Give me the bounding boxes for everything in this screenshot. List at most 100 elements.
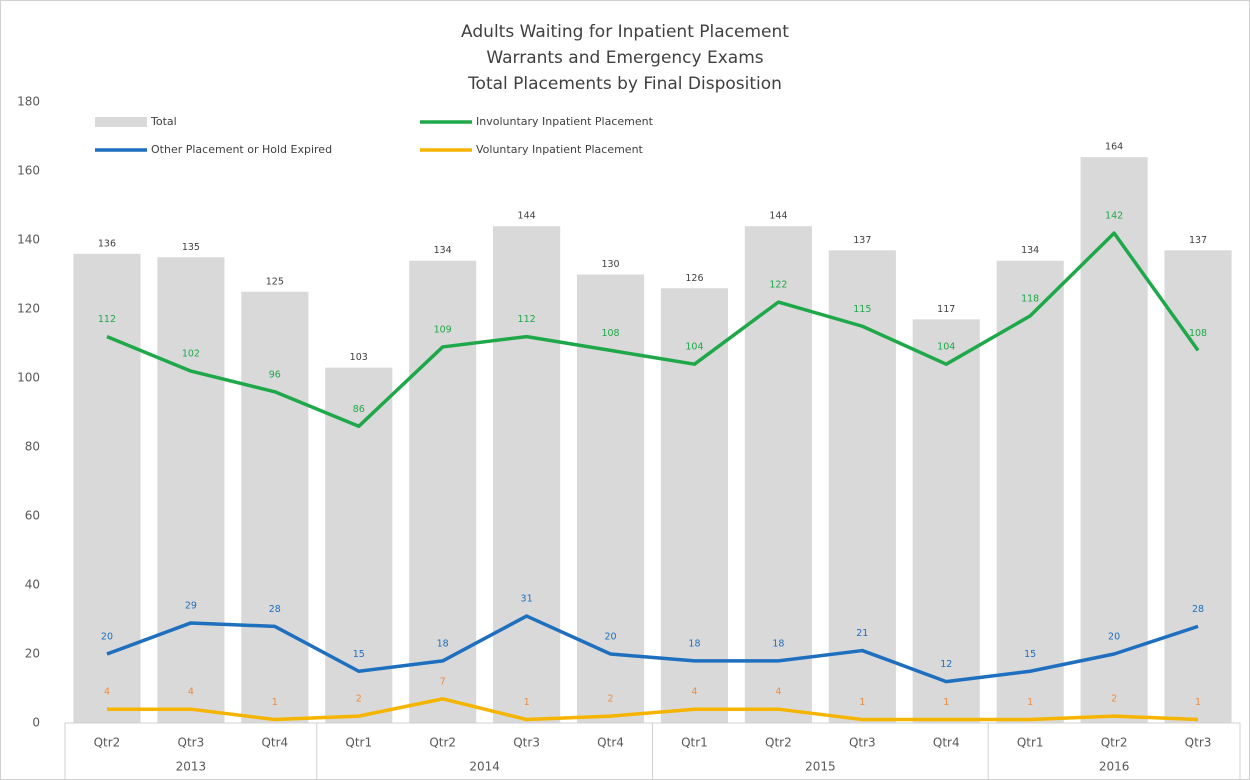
group-label: 2015	[805, 760, 836, 774]
data-label: 104	[937, 342, 955, 353]
x-tick-label: Qtr4	[597, 736, 624, 750]
data-label: 2	[1111, 694, 1117, 705]
legend-swatch	[95, 117, 147, 127]
data-label: 4	[775, 687, 781, 698]
x-tick-label: Qtr3	[513, 736, 540, 750]
group-label: 2016	[1099, 760, 1130, 774]
data-label: 104	[685, 342, 703, 353]
data-label: 1	[1195, 697, 1201, 708]
data-label: 96	[269, 369, 281, 380]
group-label: 2014	[469, 760, 500, 774]
data-label: 1	[272, 697, 278, 708]
data-label: 7	[440, 676, 446, 687]
y-tick-label: 100	[17, 371, 40, 385]
data-label: 29	[185, 600, 197, 611]
data-label: 102	[182, 349, 200, 360]
chart-title: Warrants and Emergency Exams	[486, 48, 763, 68]
bar	[828, 250, 896, 723]
data-label: 108	[1189, 328, 1207, 339]
bar	[912, 319, 980, 723]
data-label: 144	[769, 211, 787, 222]
bar	[1164, 250, 1232, 723]
data-label: 1	[859, 697, 865, 708]
chart-title: Adults Waiting for Inpatient Placement	[461, 22, 789, 42]
bar	[996, 260, 1064, 723]
data-label: 12	[940, 659, 952, 670]
legend-label: Total	[150, 115, 177, 128]
legend-label: Other Placement or Hold Expired	[151, 143, 332, 156]
data-label: 4	[188, 687, 194, 698]
data-label: 117	[937, 304, 955, 315]
x-tick-label: Qtr4	[261, 736, 288, 750]
data-label: 2	[356, 694, 362, 705]
data-label: 18	[437, 638, 449, 649]
data-label: 1	[943, 697, 949, 708]
data-label: 21	[856, 628, 868, 639]
y-tick-label: 160	[17, 164, 40, 178]
data-label: 18	[688, 638, 700, 649]
chart-title: Total Placements by Final Disposition	[467, 74, 782, 94]
x-tick-label: Qtr1	[1017, 736, 1044, 750]
data-label: 108	[601, 328, 619, 339]
data-label: 130	[601, 259, 619, 270]
line-series	[106, 697, 1199, 722]
bar	[493, 226, 561, 723]
data-label: 1	[524, 697, 530, 708]
data-label: 144	[518, 211, 536, 222]
y-tick-label: 180	[17, 95, 40, 109]
data-label: 137	[853, 235, 871, 246]
x-tick-label: Qtr2	[765, 736, 792, 750]
legend-label: Involuntary Inpatient Placement	[476, 115, 654, 128]
x-tick-label: Qtr2	[94, 736, 121, 750]
bar	[241, 291, 309, 723]
x-tick-label: Qtr2	[429, 736, 456, 750]
y-tick-label: 140	[17, 233, 40, 247]
data-label: 2	[608, 694, 614, 705]
data-label: 86	[353, 404, 365, 415]
data-label: 135	[182, 242, 200, 253]
data-label: 4	[691, 687, 697, 698]
data-label: 28	[269, 604, 281, 615]
line-series	[106, 231, 1200, 429]
data-label: 134	[1021, 245, 1039, 256]
bar	[1080, 157, 1148, 723]
data-label: 142	[1105, 211, 1123, 222]
x-tick-label: Qtr4	[933, 736, 960, 750]
data-label: 115	[853, 304, 871, 315]
data-label: 4	[104, 687, 110, 698]
data-label: 103	[350, 352, 368, 363]
x-tick-label: Qtr1	[345, 736, 372, 750]
x-tick-label: Qtr1	[681, 736, 708, 750]
y-tick-label: 20	[25, 647, 40, 661]
y-tick-label: 0	[32, 716, 40, 730]
x-tick-label: Qtr2	[1101, 736, 1128, 750]
data-label: 31	[521, 594, 533, 605]
data-label: 112	[518, 314, 536, 325]
data-label: 134	[434, 245, 452, 256]
legend-label: Voluntary Inpatient Placement	[476, 143, 644, 156]
data-label: 125	[266, 276, 284, 287]
data-label: 15	[353, 649, 365, 660]
data-label: 20	[101, 632, 113, 643]
data-label: 20	[604, 632, 616, 643]
line-series	[106, 614, 1199, 684]
data-label: 112	[98, 314, 116, 325]
x-tick-label: Qtr3	[1185, 736, 1212, 750]
y-tick-label: 60	[25, 509, 40, 523]
data-label: 28	[1192, 604, 1204, 615]
data-label: 20	[1108, 632, 1120, 643]
data-label: 164	[1105, 142, 1123, 153]
y-tick-label: 120	[17, 302, 40, 316]
y-tick-label: 80	[25, 440, 40, 454]
data-label: 137	[1189, 235, 1207, 246]
x-tick-label: Qtr3	[178, 736, 205, 750]
data-label: 126	[685, 273, 703, 284]
data-label: 122	[769, 280, 787, 291]
data-label: 118	[1021, 293, 1039, 304]
data-label: 15	[1024, 649, 1036, 660]
y-tick-label: 40	[25, 578, 40, 592]
x-tick-label: Qtr3	[849, 736, 876, 750]
data-label: 18	[772, 638, 784, 649]
bar	[409, 260, 477, 723]
